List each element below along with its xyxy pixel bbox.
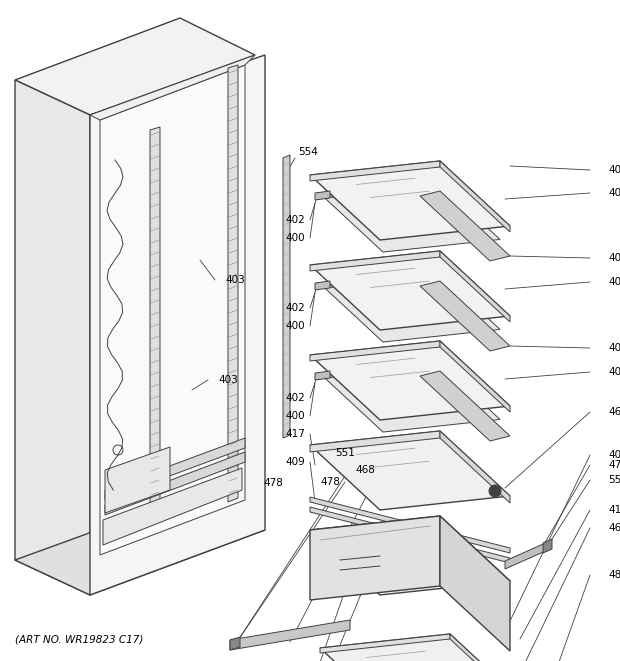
- Text: 401: 401: [608, 165, 620, 175]
- Text: 551: 551: [608, 475, 620, 485]
- Polygon shape: [440, 161, 510, 232]
- Polygon shape: [320, 634, 450, 653]
- Text: (ART NO. WR19823 C17): (ART NO. WR19823 C17): [15, 635, 143, 645]
- Polygon shape: [310, 516, 510, 595]
- Polygon shape: [420, 191, 510, 261]
- Polygon shape: [320, 361, 500, 432]
- Polygon shape: [310, 341, 510, 420]
- Polygon shape: [230, 620, 350, 650]
- Polygon shape: [310, 161, 440, 181]
- Polygon shape: [310, 431, 510, 510]
- Text: 407: 407: [608, 450, 620, 460]
- Polygon shape: [310, 251, 440, 271]
- Text: 404: 404: [608, 277, 620, 287]
- Polygon shape: [103, 468, 242, 545]
- Polygon shape: [310, 516, 440, 600]
- Text: 551: 551: [335, 448, 355, 458]
- Text: 402: 402: [285, 303, 305, 313]
- Text: 479: 479: [608, 460, 620, 470]
- Text: 468: 468: [355, 465, 375, 475]
- Polygon shape: [420, 281, 510, 351]
- Polygon shape: [320, 271, 437, 289]
- Polygon shape: [315, 281, 330, 290]
- Text: 404: 404: [608, 188, 620, 198]
- Text: 404: 404: [608, 367, 620, 377]
- Polygon shape: [320, 634, 520, 661]
- Text: 402: 402: [285, 393, 305, 403]
- Polygon shape: [90, 55, 255, 120]
- Polygon shape: [320, 271, 500, 342]
- Polygon shape: [310, 251, 510, 330]
- Text: 403: 403: [225, 275, 245, 285]
- Text: 400: 400: [285, 233, 305, 243]
- Text: 415: 415: [608, 505, 620, 515]
- Text: 409: 409: [285, 457, 305, 467]
- Polygon shape: [450, 634, 520, 661]
- Polygon shape: [150, 127, 160, 503]
- Text: 401: 401: [608, 253, 620, 263]
- Polygon shape: [440, 341, 510, 412]
- Text: 478: 478: [263, 478, 283, 488]
- Polygon shape: [15, 500, 265, 595]
- Text: 400: 400: [285, 411, 305, 421]
- Text: 400: 400: [285, 321, 305, 331]
- Text: 403: 403: [218, 375, 238, 385]
- Polygon shape: [310, 507, 510, 563]
- Polygon shape: [320, 181, 500, 252]
- Polygon shape: [310, 341, 440, 361]
- Polygon shape: [440, 516, 510, 651]
- Polygon shape: [505, 541, 550, 569]
- Polygon shape: [315, 191, 330, 200]
- Polygon shape: [100, 65, 245, 555]
- Polygon shape: [440, 251, 510, 322]
- Polygon shape: [420, 371, 510, 441]
- Polygon shape: [105, 452, 245, 515]
- Text: 480: 480: [608, 570, 620, 580]
- Polygon shape: [105, 447, 170, 513]
- Text: 481: 481: [323, 577, 343, 587]
- Text: 551: 551: [350, 555, 370, 565]
- Polygon shape: [320, 181, 437, 198]
- Polygon shape: [15, 18, 255, 115]
- Polygon shape: [320, 361, 437, 379]
- Polygon shape: [105, 438, 245, 500]
- Polygon shape: [283, 155, 290, 438]
- Polygon shape: [440, 431, 510, 503]
- Polygon shape: [310, 161, 510, 240]
- Text: 478: 478: [320, 477, 340, 487]
- Polygon shape: [15, 80, 90, 595]
- Text: 417: 417: [285, 429, 305, 439]
- Polygon shape: [543, 539, 552, 553]
- Polygon shape: [310, 497, 510, 553]
- Text: 401: 401: [608, 343, 620, 353]
- Text: 402: 402: [285, 215, 305, 225]
- Polygon shape: [315, 371, 330, 380]
- Polygon shape: [310, 431, 440, 452]
- Polygon shape: [230, 637, 240, 650]
- Polygon shape: [228, 65, 238, 502]
- Text: 414: 414: [350, 540, 370, 550]
- Text: 554: 554: [298, 147, 318, 157]
- Text: 468: 468: [608, 407, 620, 417]
- Text: 468: 468: [608, 523, 620, 533]
- Polygon shape: [90, 55, 265, 595]
- Circle shape: [489, 485, 501, 497]
